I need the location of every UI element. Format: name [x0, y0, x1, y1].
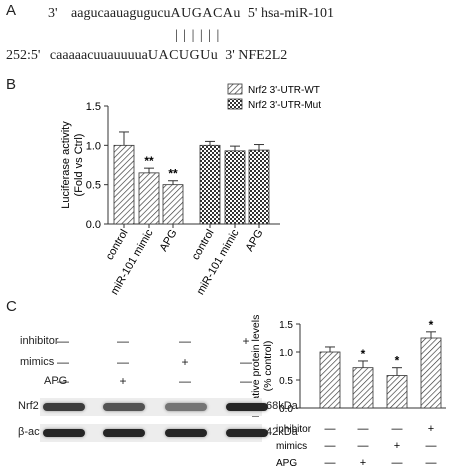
- condition-mark: —: [426, 440, 437, 452]
- condition-mark: —: [392, 457, 403, 469]
- y-tick-label: 1.0: [279, 348, 293, 359]
- legend-label: Nrf2 3'-UTR-Mut: [248, 100, 321, 111]
- blot-band: [226, 403, 268, 411]
- band-label: Nrf2: [18, 400, 39, 412]
- bar: [199, 144, 221, 225]
- x-tick-label: control: [190, 228, 217, 263]
- blot-band: [43, 403, 85, 411]
- significance-mark: **: [168, 167, 178, 181]
- bar: [113, 144, 135, 225]
- condition-label: inhibitor: [20, 335, 59, 347]
- condition-mark: —: [57, 334, 69, 348]
- band-size: 42kDa: [266, 426, 298, 438]
- y-tick-label: 0.5: [86, 180, 101, 192]
- y-tick-label: 1.0: [86, 140, 101, 152]
- target-lower: caaaaacuuauuuua: [49, 48, 148, 63]
- condition-mark: —: [179, 334, 191, 348]
- blot-band: [103, 403, 145, 411]
- condition-mark: —: [57, 355, 69, 369]
- condition-mark: —: [117, 334, 129, 348]
- x-tick-label: APG: [244, 228, 266, 254]
- blot-band: [165, 429, 207, 437]
- condition-mark: +: [119, 374, 127, 388]
- bar: [352, 367, 374, 409]
- bar: [248, 149, 270, 225]
- condition-mark: —: [325, 457, 336, 469]
- blot-strip: [40, 424, 262, 442]
- x-tick-label: control: [104, 228, 131, 263]
- mirna-sequence: 3' aagucaauagugucuAUGACAu 5' hsa-miR-101: [48, 6, 334, 22]
- condition-mark: —: [240, 374, 252, 388]
- y-axis-label-line: (% control): [262, 341, 274, 392]
- y-tick-label: 1.5: [279, 320, 293, 331]
- legend-label: Nrf2 3'-UTR-WT: [248, 85, 320, 96]
- y-tick-label: 1.5: [86, 101, 101, 113]
- mirna-upper: AUGACA: [170, 6, 234, 21]
- y-axis-label: Relative protein levels(% control): [250, 315, 274, 418]
- bar: [138, 172, 160, 225]
- condition-label: mimics: [276, 441, 307, 452]
- blot-band: [43, 429, 85, 437]
- target-upper: UACUGU: [147, 48, 211, 63]
- condition-label: mimics: [20, 356, 55, 368]
- y-axis-label: Luciferase activity(Fold vs Ctrl): [60, 121, 85, 209]
- x-tick-label: APG: [158, 228, 180, 254]
- condition-mark: —: [392, 423, 403, 435]
- condition-mark: —: [57, 374, 69, 388]
- condition-mark: +: [394, 440, 400, 452]
- condition-mark: +: [428, 423, 434, 435]
- condition-mark: —: [117, 355, 129, 369]
- condition-mark: —: [240, 355, 252, 369]
- blot-band: [103, 429, 145, 437]
- significance-mark: *: [361, 347, 366, 361]
- legend-swatch: [227, 83, 243, 95]
- legend-swatch: [227, 98, 243, 110]
- y-tick-label: 0.0: [86, 219, 101, 231]
- band-size: 68kDa: [266, 400, 298, 412]
- significance-mark: **: [144, 154, 154, 168]
- condition-mark: —: [358, 423, 369, 435]
- target-sequence: 252:5' caaaaacuuauuuuaUACUGUu 3' NFE2L2: [6, 48, 287, 64]
- condition-mark: +: [360, 457, 366, 469]
- y-tick-label: 0.0: [279, 404, 293, 415]
- condition-mark: —: [325, 423, 336, 435]
- target-suffix: 3' NFE2L2: [225, 48, 288, 63]
- protein-levels-chart: 0.0 0.5 1.0 1.5 Relative protein levels(% co…: [250, 315, 446, 469]
- mirna-prefix: 3': [48, 6, 58, 21]
- blot-band: [226, 429, 268, 437]
- bar: [420, 337, 442, 409]
- blot-band: [165, 403, 207, 411]
- bar: [386, 375, 408, 409]
- y-tick-label: 0.5: [279, 376, 293, 387]
- panel-label-b: B: [6, 76, 17, 93]
- condition-mark: —: [426, 457, 437, 469]
- condition-mark: +: [181, 355, 189, 369]
- significance-mark: *: [429, 318, 434, 332]
- condition-label: APG: [276, 458, 297, 469]
- panel-label-c: C: [6, 298, 17, 315]
- y-axis-label-line: Relative protein levels: [250, 315, 262, 418]
- significance-mark: *: [395, 354, 400, 368]
- panel-label-a: A: [6, 2, 17, 19]
- target-prefix: 252:5': [6, 48, 41, 63]
- condition-label: inhibitor: [276, 424, 312, 435]
- condition-mark: —: [179, 374, 191, 388]
- mirna-suffix: 5' hsa-miR-101: [247, 6, 335, 21]
- bar: [319, 351, 341, 409]
- y-axis-label-line: (Fold vs Ctrl): [73, 134, 85, 197]
- pairing-marks: | | | | | |: [175, 28, 221, 43]
- target-tail: u: [210, 48, 218, 63]
- condition-mark: —: [358, 440, 369, 452]
- mirna-tail: u: [233, 6, 241, 21]
- bar: [162, 184, 184, 225]
- blot-strip: [40, 398, 262, 416]
- condition-label: APG: [44, 375, 68, 387]
- bar: [224, 150, 246, 225]
- condition-mark: —: [325, 440, 336, 452]
- condition-mark: +: [242, 334, 250, 348]
- mirna-lower: aagucaauagugucu: [71, 6, 171, 21]
- y-axis-label-line: Luciferase activity: [60, 121, 72, 209]
